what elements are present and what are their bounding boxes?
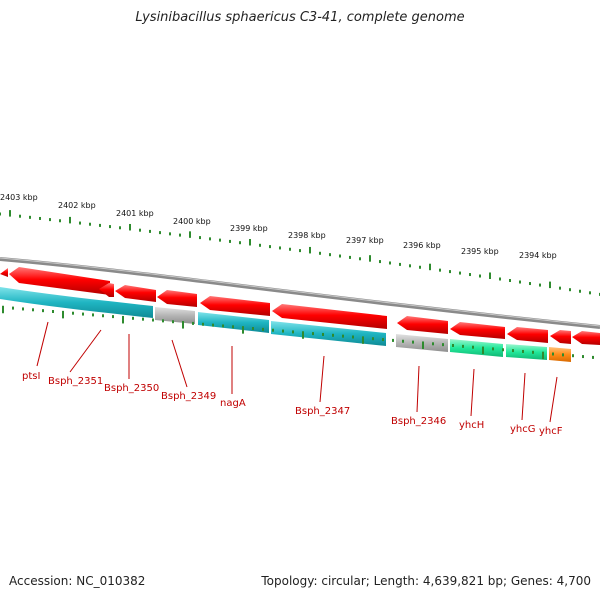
leader-line — [36, 321, 49, 367]
gene-label: Bsph_2346 — [391, 416, 446, 427]
gene-label: Bsph_2350 — [104, 383, 159, 394]
scale-label: 2397 kbp — [346, 236, 384, 245]
upper-scale-ticks — [0, 210, 600, 296]
cds-arrow — [397, 316, 448, 334]
cds-arrow — [0, 268, 8, 277]
cds-arrow — [550, 330, 571, 344]
cog-bar-teal — [198, 312, 269, 333]
cds-arrow — [99, 283, 114, 297]
genome-backbone-highlight — [0, 257, 600, 327]
scale-label: 2400 kbp — [173, 217, 211, 226]
leader-line — [171, 339, 188, 388]
cds-arrow — [157, 290, 197, 307]
gene-label: Bsph_2349 — [161, 391, 216, 402]
gene-label: nagA — [220, 398, 246, 409]
gene-label: yhcH — [459, 420, 484, 431]
cog-bar-teal — [0, 287, 153, 318]
cds-arrow — [200, 296, 270, 316]
cog-bar-teal — [271, 321, 386, 346]
accession-text: Accession: NC_010382 — [9, 574, 146, 588]
cds-arrow — [9, 267, 110, 295]
gene-label: yhcF — [539, 426, 563, 437]
leader-line — [470, 368, 475, 417]
leader-line — [549, 376, 558, 423]
scale-label: 2403 kbp — [0, 193, 38, 202]
topology-text: Topology: circular; Length: 4,639,821 bp… — [261, 574, 591, 588]
scale-label: 2399 kbp — [230, 224, 268, 233]
scale-label: 2396 kbp — [403, 241, 441, 250]
scale-label: 2395 kbp — [461, 247, 499, 256]
cog-bar-green — [450, 339, 503, 357]
cog-track — [0, 287, 571, 362]
cog-bar-grey — [155, 307, 195, 324]
leader-line — [521, 372, 526, 421]
scale-label: 2402 kbp — [58, 201, 96, 210]
leader-line — [69, 329, 102, 373]
cds-arrow — [115, 285, 156, 302]
gene-label: Bsph_2347 — [295, 406, 350, 417]
gene-label: Bsph_2351 — [48, 376, 103, 387]
scale-label: 2398 kbp — [288, 231, 326, 240]
cog-bar-green — [506, 344, 547, 360]
cog-bar-orange — [549, 347, 571, 362]
cds-arrow — [572, 331, 600, 345]
genome-backbone — [0, 257, 600, 329]
gene-label: yhcG — [510, 424, 536, 435]
cds-arrow — [450, 322, 505, 339]
scale-label: 2401 kbp — [116, 209, 154, 218]
cds-track — [0, 267, 600, 345]
map-title: Lysinibacillus sphaericus C3-41, complet… — [135, 10, 465, 25]
scale-labels: 2403 kbp 2402 kbp 2401 kbp 2400 kbp 2399 kbp… — [0, 193, 557, 260]
cds-arrow — [272, 304, 387, 329]
lower-scale-ticks — [2, 305, 594, 360]
gene-label: ptsI — [22, 371, 40, 382]
scale-label: 2394 kbp — [519, 251, 557, 260]
leader-line — [416, 365, 420, 413]
cds-arrow — [507, 327, 548, 343]
leader-line — [319, 355, 325, 403]
